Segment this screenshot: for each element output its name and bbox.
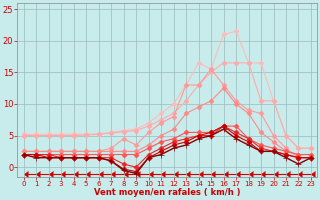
X-axis label: Vent moyen/en rafales ( km/h ): Vent moyen/en rafales ( km/h ) bbox=[94, 188, 241, 197]
